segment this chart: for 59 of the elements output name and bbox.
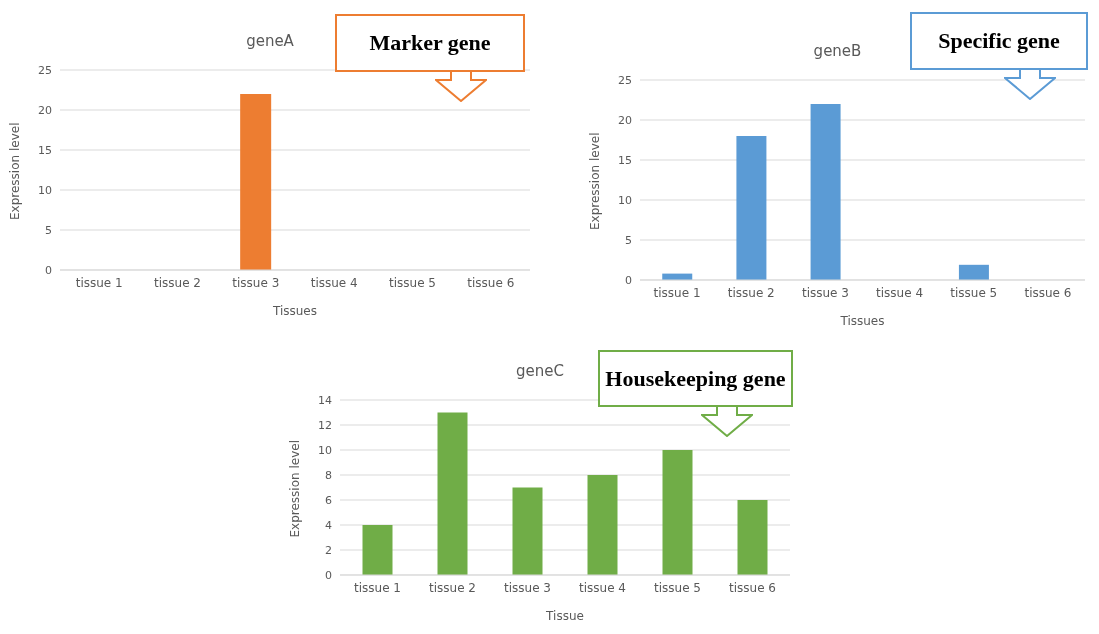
x-tick-label: tissue 5 <box>950 285 998 300</box>
bar <box>737 500 768 575</box>
y-tick-label: 12 <box>318 418 332 432</box>
x-tick-label: tissue 5 <box>389 275 436 290</box>
y-tick-label: 10 <box>38 183 52 197</box>
y-tick-label: 25 <box>618 73 632 87</box>
x-tick-label: tissue 4 <box>579 580 626 595</box>
y-axis-title: Expression level <box>588 132 603 230</box>
bar <box>662 450 693 575</box>
y-tick-label: 15 <box>38 143 52 157</box>
bar <box>512 487 543 575</box>
x-axis-title: Tissues <box>839 314 885 328</box>
y-axis-title: Expression level <box>8 122 23 220</box>
y-tick-label: 0 <box>45 263 52 277</box>
y-axis-title: Expression level <box>288 440 303 538</box>
bar <box>587 475 618 575</box>
x-tick-label: tissue 4 <box>876 285 924 300</box>
y-tick-label: 2 <box>325 543 332 557</box>
y-tick-label: 14 <box>318 393 332 407</box>
x-tick-label: tissue 1 <box>653 285 701 300</box>
x-tick-label: tissue 6 <box>467 275 515 290</box>
y-tick-label: 4 <box>325 518 332 532</box>
x-tick-label: tissue 3 <box>232 275 280 290</box>
x-tick-label: tissue 3 <box>504 580 551 595</box>
text: Housekeeping gene <box>598 350 793 407</box>
bar <box>362 525 393 575</box>
x-tick-label: tissue 2 <box>429 580 476 595</box>
y-tick-label: 10 <box>618 193 632 207</box>
y-tick-label: 20 <box>618 113 632 127</box>
y-tick-label: 25 <box>38 63 52 77</box>
x-tick-label: tissue 3 <box>801 285 849 300</box>
x-tick-label: tissue 4 <box>310 275 358 290</box>
x-tick-label: tissue 6 <box>729 580 776 595</box>
x-tick-label: tissue 1 <box>75 275 123 290</box>
y-tick-label: 0 <box>625 273 632 287</box>
y-tick-label: 15 <box>618 153 632 167</box>
chart-title: geneB <box>813 42 862 60</box>
y-tick-label: 5 <box>45 223 52 237</box>
x-axis-title: Tissue <box>545 609 584 623</box>
y-tick-label: 10 <box>318 443 332 457</box>
text: Specific gene <box>910 12 1088 70</box>
y-tick-label: 5 <box>625 233 632 247</box>
x-tick-label: tissue 2 <box>154 275 201 290</box>
x-axis-title: Tissues <box>271 304 318 318</box>
bar <box>437 412 468 575</box>
y-tick-label: 6 <box>325 493 332 507</box>
bar <box>810 104 841 280</box>
x-tick-label: tissue 2 <box>727 285 775 300</box>
chart-title: geneA <box>246 32 294 50</box>
y-tick-label: 20 <box>38 103 52 117</box>
x-tick-label: tissue 5 <box>654 580 701 595</box>
text: Marker gene <box>335 14 525 72</box>
bar <box>736 136 767 280</box>
y-tick-label: 0 <box>325 568 332 582</box>
chart-title: geneC <box>516 362 564 380</box>
y-tick-label: 8 <box>325 468 332 482</box>
bar <box>958 264 989 280</box>
x-tick-label: tissue 1 <box>354 580 401 595</box>
x-tick-label: tissue 6 <box>1024 285 1072 300</box>
